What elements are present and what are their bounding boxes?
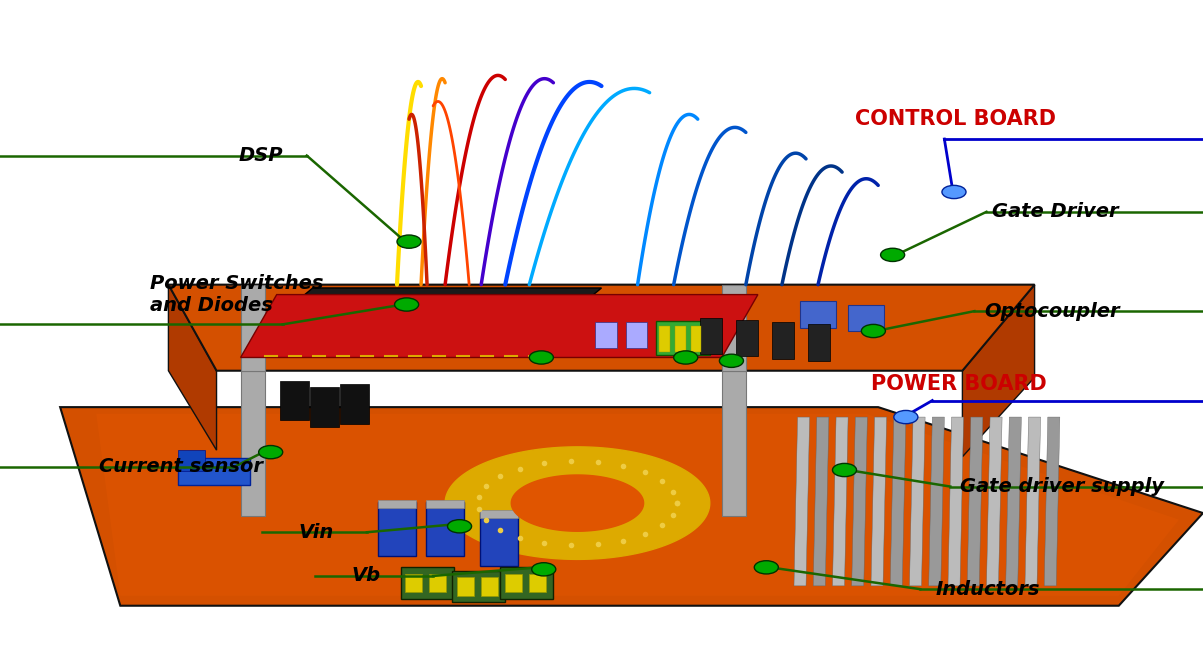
Polygon shape [60, 407, 1203, 606]
Text: Inductors: Inductors [936, 580, 1041, 598]
Bar [178, 458, 250, 485]
Bar [481, 577, 498, 596]
Bar [340, 384, 369, 424]
Polygon shape [1044, 417, 1060, 586]
Polygon shape [890, 417, 906, 586]
Polygon shape [1006, 417, 1021, 586]
Bar [529, 574, 546, 592]
Circle shape [259, 446, 283, 459]
Bar [659, 326, 670, 352]
Bar [429, 574, 446, 592]
Bar [452, 571, 505, 602]
Bar [675, 326, 686, 352]
Circle shape [832, 463, 857, 477]
Circle shape [448, 520, 472, 533]
Text: Current sensor: Current sensor [99, 457, 262, 476]
Polygon shape [168, 285, 217, 450]
Bar [736, 320, 758, 356]
Polygon shape [813, 417, 829, 586]
Polygon shape [852, 417, 867, 586]
Bar [848, 305, 884, 331]
Circle shape [942, 185, 966, 199]
Circle shape [719, 354, 743, 367]
Circle shape [674, 351, 698, 364]
Bar [808, 324, 830, 361]
Circle shape [754, 561, 778, 574]
Bar [241, 285, 265, 371]
Text: Gate driver supply: Gate driver supply [960, 477, 1165, 496]
Polygon shape [909, 417, 925, 586]
Polygon shape [986, 417, 1002, 586]
Polygon shape [241, 295, 758, 357]
Circle shape [397, 235, 421, 248]
Text: Gate Driver: Gate Driver [992, 203, 1119, 221]
Bar [691, 326, 701, 352]
Text: POWER BOARD: POWER BOARD [871, 374, 1047, 394]
Polygon shape [948, 417, 964, 586]
Bar [401, 567, 454, 599]
Bar [310, 387, 339, 427]
Polygon shape [1025, 417, 1041, 586]
Bar [722, 285, 746, 371]
Bar [280, 381, 309, 420]
Bar [700, 318, 722, 354]
Bar [595, 322, 617, 348]
Circle shape [894, 410, 918, 424]
Circle shape [395, 298, 419, 311]
Polygon shape [445, 447, 710, 559]
Text: CONTROL BOARD: CONTROL BOARD [855, 109, 1056, 129]
Polygon shape [96, 414, 1179, 596]
Bar [241, 371, 265, 516]
Circle shape [532, 563, 556, 576]
Bar [378, 502, 416, 556]
Bar [722, 371, 746, 516]
Bar [480, 512, 518, 566]
Circle shape [529, 351, 553, 364]
Text: Optocoupler: Optocoupler [984, 302, 1120, 320]
Bar [626, 322, 647, 348]
Text: DSP: DSP [238, 146, 283, 165]
Circle shape [861, 324, 885, 338]
Bar [656, 321, 710, 355]
Polygon shape [871, 417, 887, 586]
Text: Power Switches
and Diodes: Power Switches and Diodes [150, 274, 324, 315]
Polygon shape [794, 417, 810, 586]
Bar [500, 567, 553, 599]
Bar [457, 577, 474, 596]
Bar [378, 500, 416, 508]
Bar [505, 574, 522, 592]
Polygon shape [832, 417, 848, 586]
Polygon shape [962, 285, 1035, 457]
Polygon shape [168, 285, 1035, 371]
Bar [426, 500, 464, 508]
Bar [426, 502, 464, 556]
Circle shape [881, 248, 905, 261]
Bar [800, 301, 836, 328]
Bar [480, 510, 518, 518]
Bar [178, 450, 205, 471]
Polygon shape [967, 417, 983, 586]
Text: Vin: Vin [298, 523, 333, 542]
Bar [405, 574, 422, 592]
Text: Vb: Vb [351, 567, 380, 585]
Polygon shape [511, 475, 644, 531]
Polygon shape [265, 288, 602, 328]
Polygon shape [929, 417, 944, 586]
Bar [772, 322, 794, 359]
